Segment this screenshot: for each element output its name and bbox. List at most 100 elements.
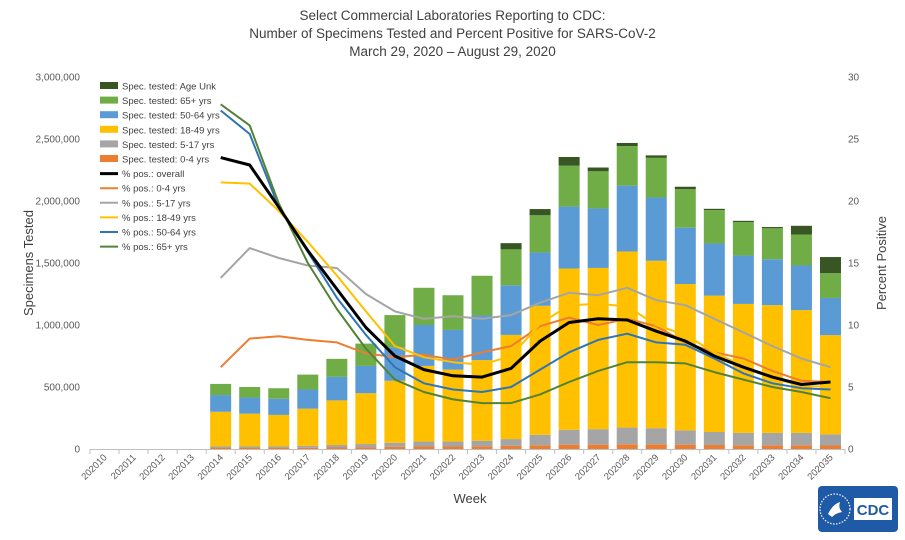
bar-202017-s2: [297, 408, 319, 446]
bar-202014-s0: [210, 448, 232, 449]
bar-202025-s3: [529, 252, 551, 306]
bar-202027-s5: [587, 167, 609, 172]
x-tick-label-202013: 202013: [167, 452, 197, 482]
bar-202021-s1: [413, 441, 435, 447]
legend-label-0: Spec. tested: Age Unk: [122, 82, 216, 93]
legend-label-7: % pos.: 0-4 yrs: [122, 184, 186, 195]
bar-202021-s4: [413, 287, 435, 325]
bar-202015-s0: [239, 448, 261, 449]
bar-202031-s3: [703, 243, 725, 296]
bar-202021-s3: [413, 325, 435, 366]
bar-202020-s1: [384, 442, 406, 447]
bar-202025-s5: [529, 209, 551, 216]
bar-202022-s1: [442, 441, 464, 447]
bar-202035-s0: [819, 445, 841, 449]
bar-202015-s3: [239, 397, 261, 414]
bar-202035-s1: [819, 434, 841, 446]
bar-202025-s1: [529, 434, 551, 446]
bar-202026-s5: [558, 156, 580, 166]
bar-202027-s3: [587, 208, 609, 268]
x-tick-label-202019: 202019: [341, 452, 371, 482]
y-left-tick-label-2: 1,000,000: [36, 321, 81, 332]
legend-swatch-4: [100, 140, 118, 148]
bar-202030-s3: [674, 227, 696, 285]
cdc-wordmark: CDC: [857, 502, 890, 519]
bar-202020-s4: [384, 315, 406, 348]
bar-202016-s4: [268, 388, 290, 399]
x-tick-label-202010: 202010: [79, 452, 109, 482]
x-tick-label-202029: 202029: [631, 452, 661, 482]
y-right-tick-label-2: 10: [848, 321, 860, 332]
bar-202034-s3: [790, 265, 812, 311]
legend-label-9: % pos.: 18-49 yrs: [122, 213, 196, 224]
bar-202031-s2: [703, 295, 725, 433]
bar-202034-s0: [790, 445, 812, 449]
bar-202022-s4: [442, 295, 464, 330]
bar-202023-s0: [471, 446, 493, 449]
y-right-tick-label-3: 15: [848, 259, 860, 270]
x-tick-label-202023: 202023: [457, 452, 487, 482]
bar-202031-s1: [703, 432, 725, 446]
bar-202015-s1: [239, 446, 261, 449]
line-series-4: [220, 109, 831, 393]
bar-202022-s0: [442, 446, 464, 449]
eagle-icon: [828, 502, 842, 517]
line-series-5: [220, 103, 831, 405]
x-tick-label-202014: 202014: [196, 452, 226, 482]
bar-202031-s4: [703, 210, 725, 244]
y-left-tick-label-1: 500,000: [44, 383, 81, 394]
y-right-tick-label-0: 0: [848, 445, 854, 456]
legend-label-6: % pos.: overall: [122, 169, 184, 180]
y-left-tick-label-4: 2,000,000: [36, 197, 81, 208]
bar-layer: [210, 142, 841, 449]
bar-202018-s4: [326, 358, 348, 377]
bar-202030-s0: [674, 444, 696, 449]
bar-202025-s0: [529, 445, 551, 449]
x-tick-label-202026: 202026: [544, 452, 574, 482]
bar-202019-s2: [355, 393, 377, 445]
x-tick-label-202027: 202027: [573, 452, 603, 482]
bar-202033-s4: [761, 228, 783, 260]
bar-202035-s5: [819, 257, 841, 274]
bar-202034-s4: [790, 234, 812, 266]
y-right-tick-label-5: 25: [848, 135, 860, 146]
bar-202019-s4: [355, 343, 377, 366]
bar-202026-s1: [558, 429, 580, 445]
bar-202030-s4: [674, 189, 696, 228]
bar-202031-s0: [703, 445, 725, 449]
x-tick-label-202011: 202011: [109, 452, 139, 482]
legend-label-1: Spec. tested: 65+ yrs: [122, 96, 212, 107]
bar-202026-s4: [558, 165, 580, 207]
bar-202025-s4: [529, 215, 551, 253]
legend-label-3: Spec. tested: 18-49 yrs: [122, 125, 220, 136]
bar-202023-s1: [471, 440, 493, 447]
bar-202028-s2: [616, 251, 638, 428]
bar-202024-s0: [500, 445, 522, 449]
line-series-0: [220, 156, 831, 386]
bar-202020-s2: [384, 380, 406, 443]
chart-title-line-2: Number of Specimens Tested and Percent P…: [249, 26, 656, 41]
legend: Spec. tested: Age Unk Spec. tested: 65+ y…: [100, 82, 220, 253]
bar-202023-s4: [471, 275, 493, 316]
bar-202021-s2: [413, 365, 435, 442]
legend-swatch-2: [100, 111, 118, 119]
bar-202033-s1: [761, 432, 783, 446]
bar-202032-s0: [732, 445, 754, 449]
bar-202014-s4: [210, 383, 232, 396]
bar-202028-s1: [616, 427, 638, 445]
x-tick-label-202022: 202022: [428, 452, 458, 482]
bar-202016-s3: [268, 398, 290, 415]
bar-202029-s3: [645, 197, 667, 261]
bar-202015-s4: [239, 387, 261, 398]
bar-202033-s3: [761, 259, 783, 306]
bar-202031-s5: [703, 208, 725, 211]
bar-202028-s4: [616, 146, 638, 186]
bar-202024-s4: [500, 249, 522, 286]
legend-label-10: % pos.: 50-64 yrs: [122, 228, 196, 239]
bar-202016-s1: [268, 446, 290, 449]
bar-202035-s2: [819, 335, 841, 435]
x-tick-label-202033: 202033: [747, 452, 777, 482]
cdc-logo: CDC: [818, 486, 898, 532]
hhs-seal-icon: [819, 493, 851, 525]
